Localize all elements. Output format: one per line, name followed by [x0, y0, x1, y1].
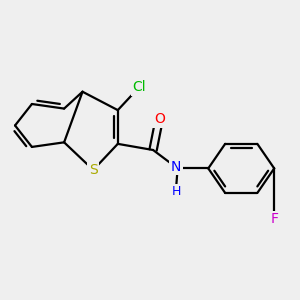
Text: O: O [154, 112, 165, 126]
Text: H: H [171, 185, 181, 198]
Text: S: S [89, 163, 98, 177]
Text: F: F [270, 212, 278, 226]
Text: Cl: Cl [133, 80, 146, 94]
Text: N: N [171, 160, 181, 174]
